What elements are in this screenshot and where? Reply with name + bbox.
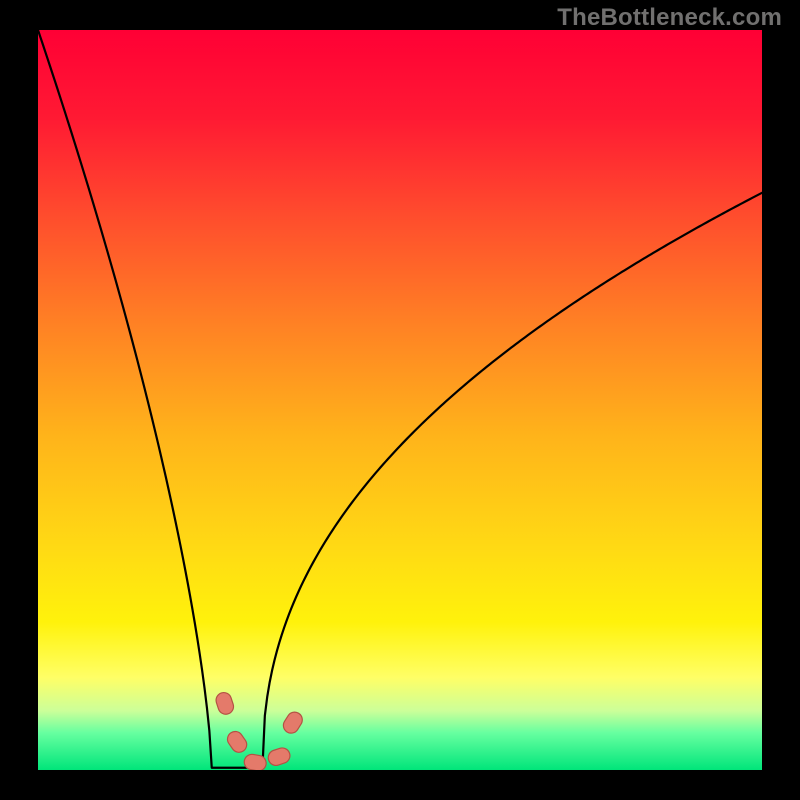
frame: TheBottleneck.com [0,0,800,800]
chart-canvas [0,0,800,800]
